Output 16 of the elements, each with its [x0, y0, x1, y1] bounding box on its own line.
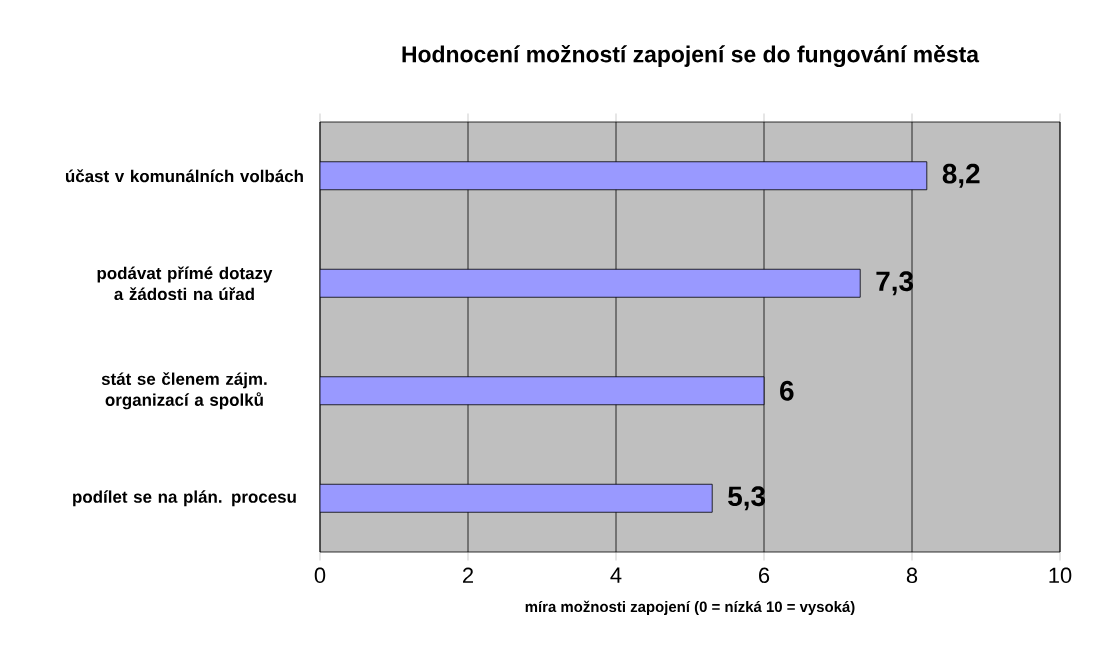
- x-tick-label: 2: [463, 567, 473, 583]
- x-tick-label: 10: [1049, 567, 1072, 584]
- y-tick-label: podávat přímé dotazy a žádosti na úřad: [97, 266, 273, 301]
- data-label: 6: [780, 380, 794, 401]
- x-tick-label: 8: [906, 567, 918, 584]
- x-tick-label: 6: [759, 567, 770, 584]
- x-tick-label: 0: [314, 567, 326, 584]
- chart-title: Hodnocení možností zapojení se do fungování města: [402, 45, 980, 67]
- data-label: 8,2: [942, 163, 980, 188]
- data-label: 7,3: [876, 271, 914, 296]
- x-tick-label: 4: [610, 567, 622, 583]
- data-label: 5,3: [728, 486, 765, 511]
- y-tick-label: účast v komunálních volbách: [65, 169, 303, 183]
- y-tick-label: podílet se na plán. procesu: [73, 490, 296, 507]
- y-tick-label: stát se členem zájm. organizací a spolků: [101, 372, 267, 410]
- x-axis-title: míra možnosti zapojení (0 = nízká 10 = vysoká): [525, 600, 855, 615]
